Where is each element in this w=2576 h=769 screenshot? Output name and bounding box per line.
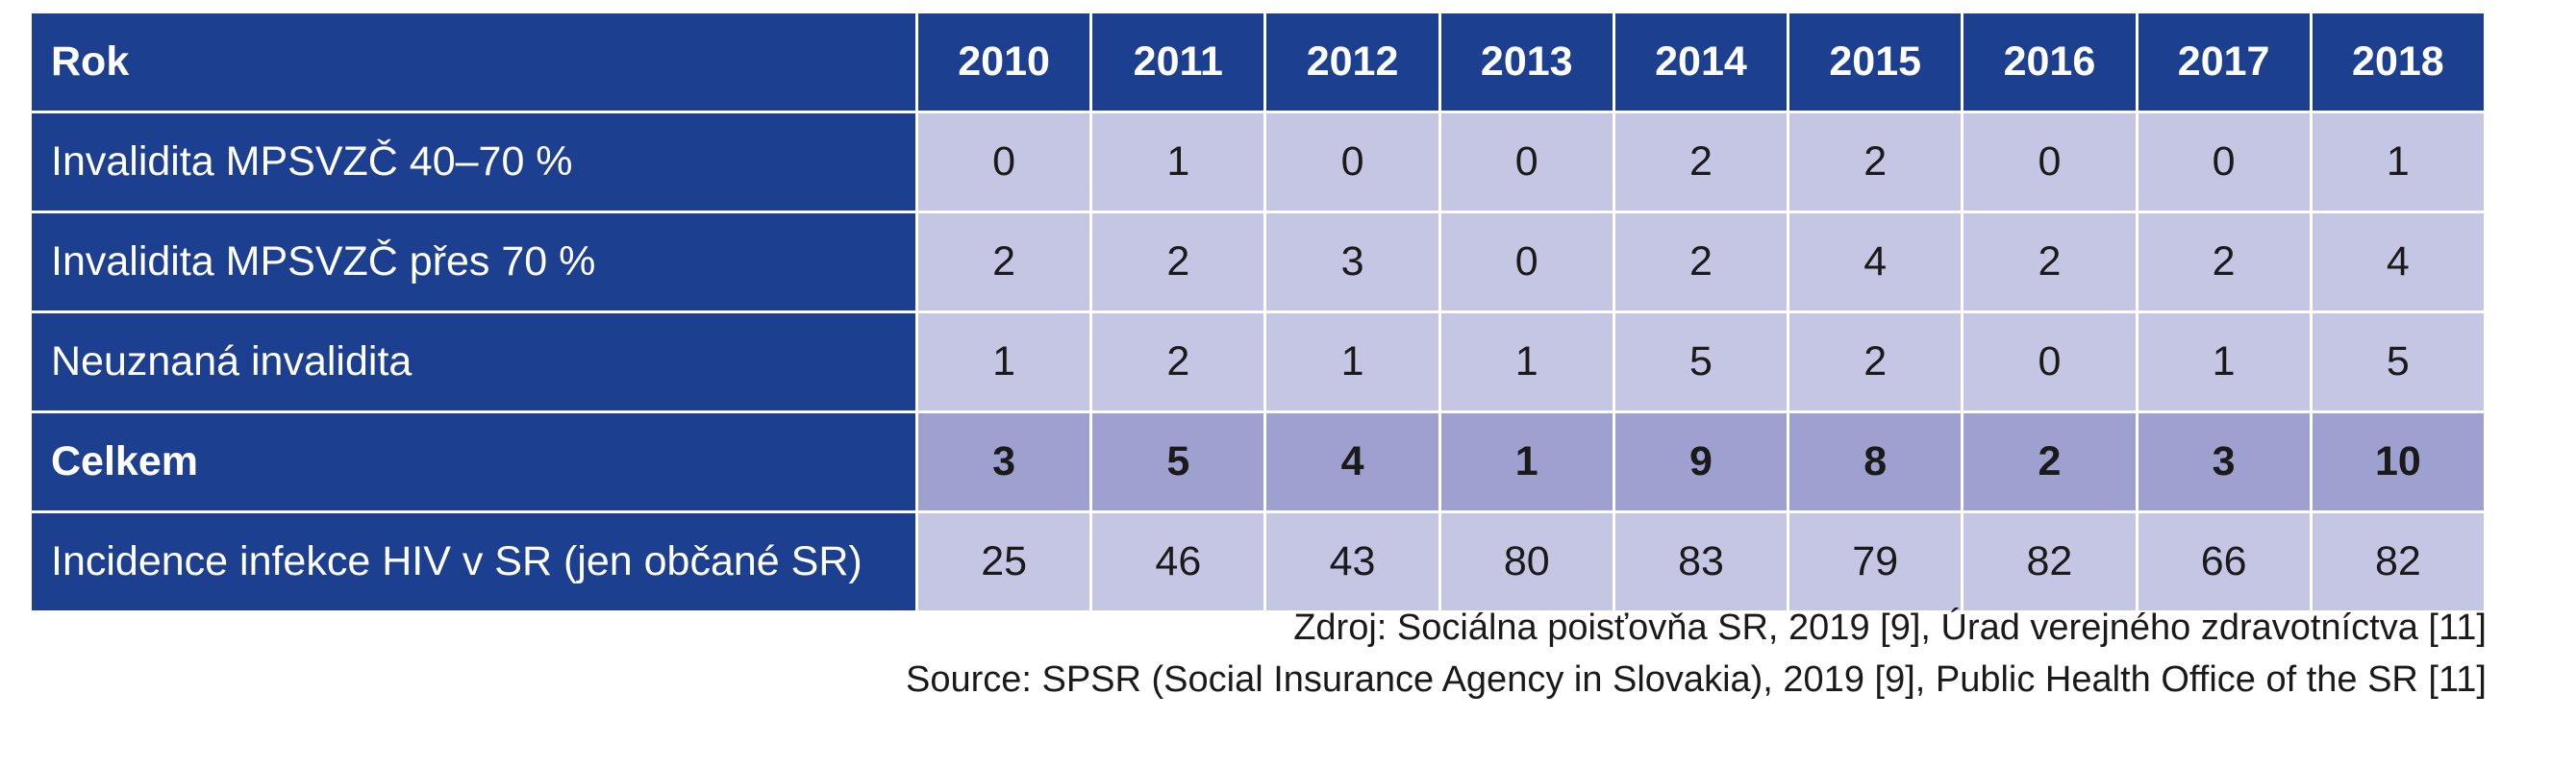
- row-label: Neuznaná invalidita: [29, 310, 918, 413]
- table-cell: 1: [2309, 111, 2488, 213]
- table-cell: 82: [2309, 510, 2488, 613]
- data-table: Rok 2010 2011 2012 2013 2014 2015 2016 2…: [29, 11, 2488, 613]
- row-label: Incidence infekce HIV v SR (jen občané S…: [29, 510, 918, 613]
- table-cell: 0: [1438, 111, 1615, 213]
- table-cell: 0: [1263, 111, 1441, 213]
- table-cell: 5: [1612, 310, 1790, 413]
- table-cell: 83: [1612, 510, 1790, 613]
- table-cell: 5: [1089, 410, 1267, 513]
- table-cell: 1: [914, 310, 1093, 413]
- table-cell: 43: [1263, 510, 1441, 613]
- table-cell: 9: [1612, 410, 1790, 513]
- table-cell: 0: [1438, 211, 1615, 313]
- table-cell: 0: [2135, 111, 2313, 213]
- table-cell: 4: [2309, 211, 2488, 313]
- table-cell: 1: [1438, 410, 1615, 513]
- table-cell: 2: [1089, 211, 1267, 313]
- source-note: Zdroj: Sociálna poisťovňa SR, 2019 [9], …: [906, 602, 2487, 706]
- table-cell: 80: [1438, 510, 1615, 613]
- table-cell: 2: [1612, 111, 1790, 213]
- year-header: 2011: [1089, 11, 1267, 113]
- header-row: Rok 2010 2011 2012 2013 2014 2015 2016 2…: [29, 11, 2488, 113]
- row-label: Invalidita MPSVZČ přes 70 %: [29, 211, 918, 313]
- table-row: Invalidita MPSVZČ přes 70 % 2 2 3 0 2 4 …: [29, 211, 2488, 313]
- year-header: 2017: [2135, 11, 2313, 113]
- table-cell: 2: [1787, 310, 1964, 413]
- table-cell: 0: [1961, 310, 2138, 413]
- table-row: Neuznaná invalidita 1 2 1 1 5 2 0 1 5: [29, 310, 2488, 413]
- table-cell: 25: [914, 510, 1093, 613]
- header-label: Rok: [29, 11, 918, 113]
- year-header: 2014: [1612, 11, 1790, 113]
- year-header: 2018: [2309, 11, 2488, 113]
- table-cell: 2: [1089, 310, 1267, 413]
- table-cell: 2: [1961, 410, 2138, 513]
- year-header: 2013: [1438, 11, 1615, 113]
- table-cell: 3: [914, 410, 1093, 513]
- table-cell: 1: [1438, 310, 1615, 413]
- table-cell: 82: [1961, 510, 2138, 613]
- year-header: 2016: [1961, 11, 2138, 113]
- table-cell: 3: [1263, 211, 1441, 313]
- table-cell: 2: [1787, 111, 1964, 213]
- table-cell: 79: [1787, 510, 1964, 613]
- table-row: Invalidita MPSVZČ 40–70 % 0 1 0 0 2 2 0 …: [29, 111, 2488, 213]
- table-cell: 1: [1089, 111, 1267, 213]
- source-line-sk: Zdroj: Sociálna poisťovňa SR, 2019 [9], …: [1293, 608, 2487, 648]
- table-cell: 5: [2309, 310, 2488, 413]
- total-row: Celkem 3 5 4 1 9 8 2 3 10: [29, 410, 2488, 513]
- table-row: Incidence infekce HIV v SR (jen občané S…: [29, 510, 2488, 613]
- table-cell: 10: [2309, 410, 2488, 513]
- table-cell: 8: [1787, 410, 1964, 513]
- row-label: Invalidita MPSVZČ 40–70 %: [29, 111, 918, 213]
- table-cell: 2: [914, 211, 1093, 313]
- table-cell: 2: [1961, 211, 2138, 313]
- table-cell: 2: [2135, 211, 2313, 313]
- row-label: Celkem: [29, 410, 918, 513]
- year-header: 2015: [1787, 11, 1964, 113]
- table-cell: 4: [1787, 211, 1964, 313]
- table-cell: 66: [2135, 510, 2313, 613]
- table-cell: 1: [1263, 310, 1441, 413]
- table-cell: 1: [2135, 310, 2313, 413]
- year-header: 2012: [1263, 11, 1441, 113]
- table-cell: 46: [1089, 510, 1267, 613]
- table-cell: 4: [1263, 410, 1441, 513]
- source-line-en: Source: SPSR (Social Insurance Agency in…: [905, 659, 2487, 700]
- year-header: 2010: [914, 11, 1093, 113]
- table-cell: 3: [2135, 410, 2313, 513]
- table-cell: 0: [1961, 111, 2138, 213]
- table-cell: 2: [1612, 211, 1790, 313]
- table-cell: 0: [914, 111, 1093, 213]
